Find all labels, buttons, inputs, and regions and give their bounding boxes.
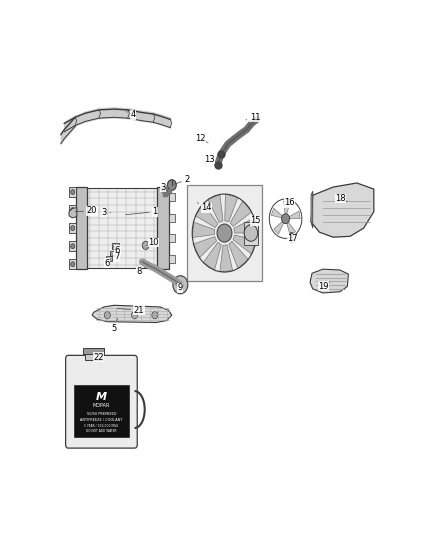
Circle shape	[104, 311, 110, 319]
Text: 13: 13	[204, 155, 215, 164]
Text: 15: 15	[249, 216, 261, 225]
Text: 17: 17	[287, 235, 298, 243]
Text: 5: 5	[112, 318, 117, 333]
Polygon shape	[274, 222, 283, 234]
Text: 12: 12	[195, 134, 208, 143]
Text: 11: 11	[246, 113, 260, 122]
Polygon shape	[287, 222, 296, 236]
Bar	[169, 214, 175, 222]
Bar	[83, 348, 104, 354]
Bar	[106, 256, 113, 261]
Bar	[85, 352, 102, 360]
Bar	[113, 243, 119, 248]
Circle shape	[282, 214, 290, 224]
Text: 18: 18	[335, 194, 347, 203]
Polygon shape	[233, 235, 256, 254]
Text: 8: 8	[136, 267, 145, 276]
Text: M: M	[96, 392, 107, 401]
Polygon shape	[208, 195, 223, 222]
Circle shape	[217, 224, 232, 242]
Polygon shape	[195, 204, 218, 228]
Text: 7: 7	[112, 252, 119, 261]
Bar	[244, 222, 258, 245]
Circle shape	[71, 190, 75, 195]
Bar	[156, 187, 169, 269]
Circle shape	[162, 187, 170, 195]
Bar	[110, 251, 115, 256]
Text: 5 YEAR / 150,000 MILE: 5 YEAR / 150,000 MILE	[85, 424, 119, 429]
Bar	[187, 185, 262, 281]
Polygon shape	[234, 218, 257, 233]
FancyBboxPatch shape	[66, 356, 137, 448]
Polygon shape	[230, 201, 251, 227]
Polygon shape	[225, 194, 238, 222]
Text: 50/50 PREMIXED: 50/50 PREMIXED	[87, 412, 117, 416]
Polygon shape	[194, 237, 217, 258]
Bar	[69, 260, 77, 269]
Polygon shape	[92, 305, 172, 322]
Text: 22: 22	[93, 352, 103, 362]
Bar	[74, 385, 129, 437]
Bar	[169, 255, 175, 263]
Text: 3: 3	[101, 208, 111, 217]
Bar	[169, 235, 175, 243]
Bar	[69, 241, 77, 251]
Bar	[69, 205, 77, 215]
Text: 20: 20	[75, 206, 97, 215]
Polygon shape	[229, 241, 248, 269]
Polygon shape	[310, 269, 348, 293]
Polygon shape	[69, 207, 77, 218]
Polygon shape	[271, 208, 282, 218]
Bar	[69, 187, 77, 197]
Polygon shape	[284, 201, 290, 214]
Polygon shape	[192, 222, 215, 238]
Text: 21: 21	[117, 306, 144, 314]
Text: 4: 4	[126, 110, 135, 119]
Text: 16: 16	[284, 198, 295, 207]
Circle shape	[131, 311, 138, 319]
Circle shape	[152, 311, 158, 319]
Text: 1: 1	[125, 207, 158, 216]
Text: 6: 6	[105, 259, 110, 268]
Bar	[76, 187, 87, 269]
Text: 3: 3	[161, 183, 167, 191]
Circle shape	[71, 244, 75, 248]
Circle shape	[173, 276, 188, 294]
Bar	[169, 193, 175, 201]
Circle shape	[142, 241, 149, 249]
Text: 14: 14	[197, 203, 212, 212]
Polygon shape	[203, 243, 221, 270]
Text: 6: 6	[113, 246, 120, 255]
Text: 10: 10	[146, 238, 159, 247]
Circle shape	[71, 207, 75, 213]
Text: 9: 9	[176, 283, 182, 292]
Polygon shape	[311, 191, 313, 228]
Text: ANTIFREEZE / COOLANT: ANTIFREEZE / COOLANT	[81, 418, 123, 422]
Text: 19: 19	[318, 282, 330, 291]
Polygon shape	[311, 183, 374, 237]
Polygon shape	[289, 211, 300, 219]
Text: MOPAR: MOPAR	[93, 403, 110, 408]
Polygon shape	[220, 245, 233, 272]
Bar	[69, 223, 77, 233]
Text: 2: 2	[174, 175, 190, 184]
Circle shape	[244, 225, 258, 241]
Circle shape	[71, 225, 75, 231]
Circle shape	[71, 262, 75, 266]
Circle shape	[167, 180, 176, 190]
Text: DO NOT ADD WATER: DO NOT ADD WATER	[86, 430, 117, 433]
Bar	[87, 188, 156, 268]
